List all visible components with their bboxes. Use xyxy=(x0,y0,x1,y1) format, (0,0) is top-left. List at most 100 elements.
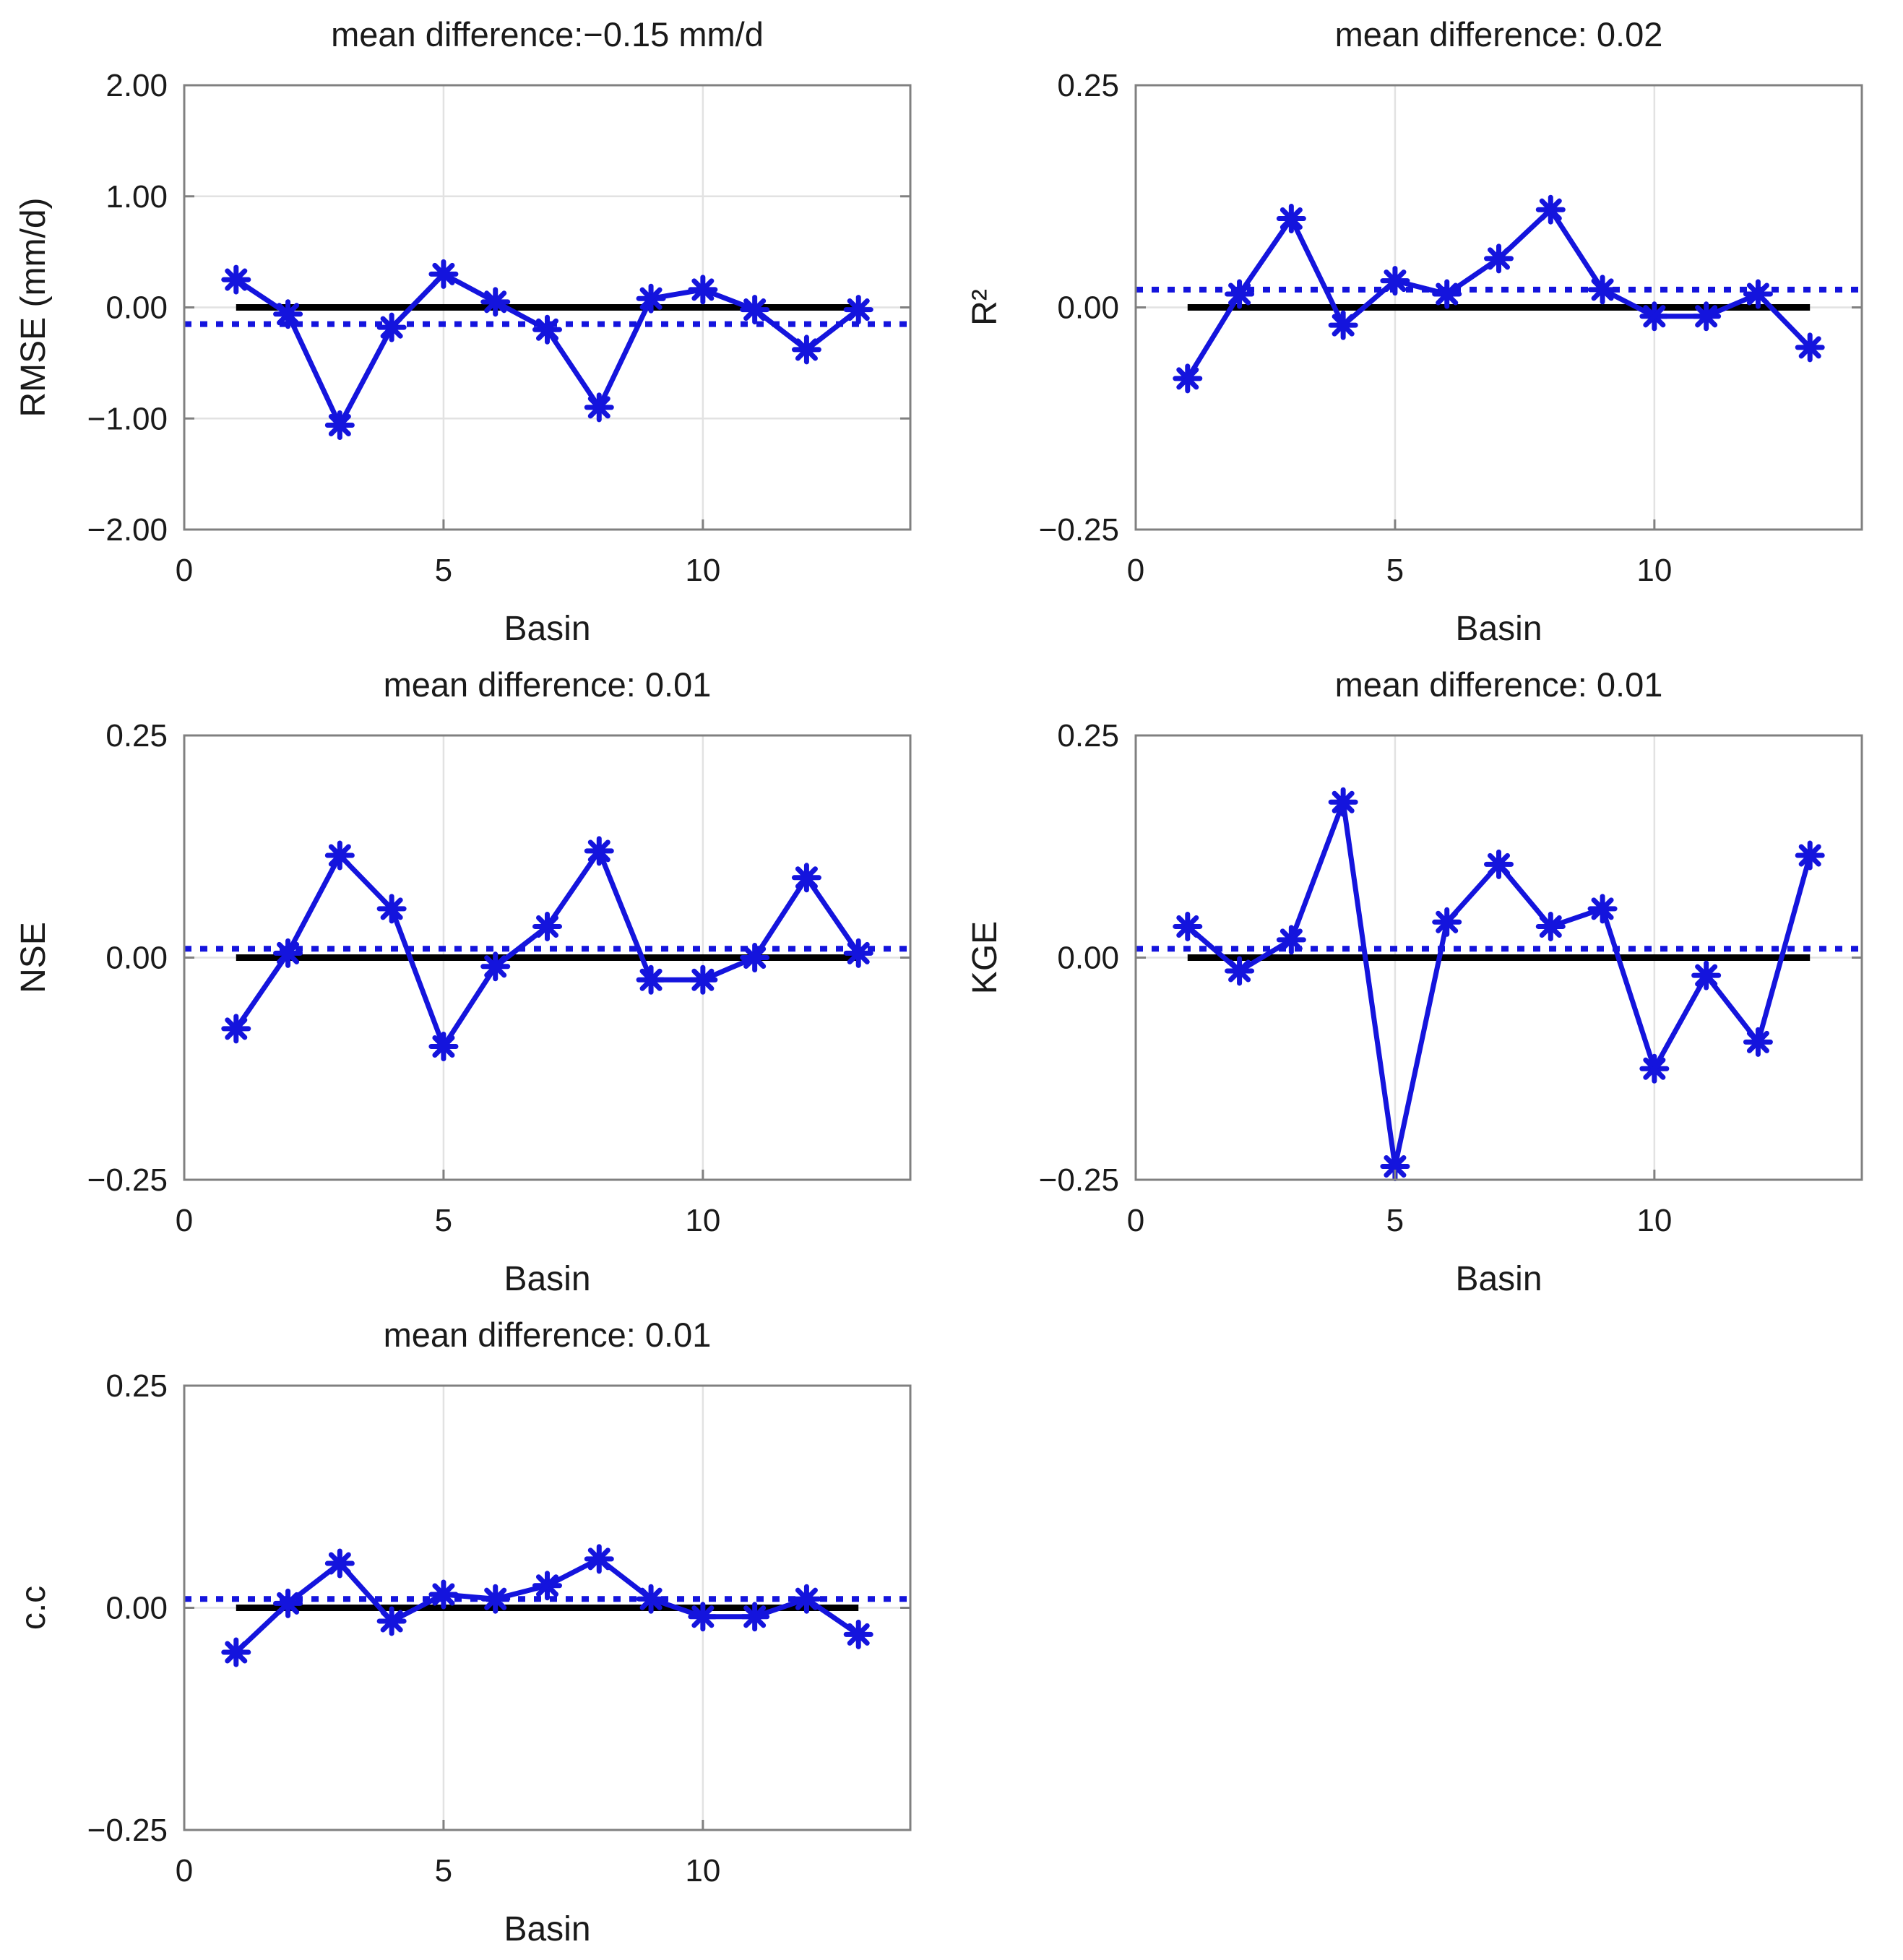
kge-difference-chart: mean difference: 0.01 0.25 0.00 −0.250 5 10 KG… xyxy=(966,665,1863,1298)
x-axis-label: Basin xyxy=(504,610,590,648)
subplot-cc-difference: mean difference: 0.01 0.25 0.00 −0.25 0 5 10 c.… xyxy=(0,1300,952,1951)
data-point-marker xyxy=(584,1544,614,1574)
data-point-marker xyxy=(740,943,770,972)
marker-spoke xyxy=(1228,959,1251,983)
x-tick-label: 0 xyxy=(176,553,193,588)
x-axis-label: Basin xyxy=(504,1910,590,1948)
chart-title: mean difference:−0.15 mm/d xyxy=(331,15,764,53)
x-tick-label: 10 xyxy=(685,1203,720,1238)
y-tick-label: 0.00 xyxy=(105,1591,168,1626)
marker-spoke xyxy=(691,968,715,991)
marker-spoke xyxy=(1176,915,1199,938)
marker-spoke xyxy=(1280,207,1303,230)
chart-title: mean difference: 0.01 xyxy=(384,1316,712,1354)
marker-spoke xyxy=(432,1583,455,1606)
data-point-marker xyxy=(1484,243,1514,274)
marker-spoke xyxy=(1384,1155,1407,1178)
marker-spoke xyxy=(795,338,818,361)
rmse-difference-chart: mean difference:−0.15 mm/d 2.00 1.00 0.00 −1… xyxy=(14,15,912,648)
marker-spoke xyxy=(225,1017,248,1040)
x-tick-label: 5 xyxy=(435,1853,452,1888)
data-point-marker xyxy=(1535,194,1566,225)
x-tick-label: 0 xyxy=(176,1853,193,1888)
data-point-marker xyxy=(1795,840,1825,871)
y-tick-label: −0.25 xyxy=(1039,1162,1119,1198)
marker-spoke xyxy=(691,1605,715,1628)
y-tick-label: −0.25 xyxy=(87,1813,168,1848)
y-tick-label: −1.00 xyxy=(87,401,168,436)
x-tick-label: 5 xyxy=(435,1203,452,1238)
data-point-marker xyxy=(791,1584,821,1614)
subplot-kge-difference: mean difference: 0.01 0.25 0.00 −0.25 0 5 10 KG… xyxy=(952,650,1903,1300)
marker-spoke xyxy=(1436,282,1459,306)
data-point-marker xyxy=(1795,332,1825,363)
marker-spoke xyxy=(1332,314,1355,337)
marker-spoke xyxy=(639,968,663,991)
marker-spoke xyxy=(380,897,403,920)
data-point-marker xyxy=(843,295,873,325)
marker-spoke xyxy=(1643,1057,1666,1080)
x-axis-label: Basin xyxy=(1455,610,1542,648)
data-point-marker xyxy=(584,392,614,423)
marker-spoke xyxy=(535,318,559,341)
cc-difference-chart: mean difference: 0.01 0.25 0.00 −0.250 5 10 c.… xyxy=(14,1316,912,1948)
marker-spoke xyxy=(1643,305,1666,328)
blank-area xyxy=(952,1300,1903,1960)
marker-spoke xyxy=(587,1547,610,1571)
data-point-marker xyxy=(1432,907,1462,937)
data-point-marker xyxy=(532,314,562,345)
data-point-marker xyxy=(273,299,303,329)
data-point-marker xyxy=(480,951,511,982)
marker-spoke xyxy=(1384,269,1407,293)
y-tick-label: 0.25 xyxy=(1057,68,1119,103)
data-point-marker xyxy=(221,1014,251,1044)
data-point-marker xyxy=(1173,363,1203,394)
marker-spoke xyxy=(743,1605,767,1628)
y-tick-label: −2.00 xyxy=(87,512,168,548)
data-point-marker xyxy=(636,964,666,995)
marker-spoke xyxy=(1746,1030,1769,1053)
data-point-marker xyxy=(428,1032,459,1061)
y-tick-label: 0.25 xyxy=(105,718,168,754)
marker-spoke xyxy=(277,1592,300,1615)
data-point-marker xyxy=(221,1637,251,1667)
marker-spoke xyxy=(225,1641,248,1664)
data-point-marker xyxy=(376,312,407,342)
marker-spoke xyxy=(1695,305,1718,328)
marker-spoke xyxy=(380,1610,403,1633)
marker-spoke xyxy=(847,298,870,321)
data-point-marker xyxy=(428,259,459,289)
marker-spoke xyxy=(484,1587,507,1610)
marker-spoke xyxy=(535,915,559,938)
y-tick-label: 2.00 xyxy=(105,68,168,103)
y-axis-label: NSE xyxy=(14,922,53,993)
marker-spoke xyxy=(1746,282,1769,306)
y-tick-label: 0.00 xyxy=(1057,290,1119,326)
x-tick-label: 10 xyxy=(685,553,720,588)
data-point-marker xyxy=(584,836,614,866)
marker-spoke xyxy=(1176,367,1199,390)
data-point-marker xyxy=(324,410,355,440)
marker-spoke xyxy=(639,1587,663,1610)
y-axis-label: R² xyxy=(966,289,1004,326)
y-axis-label: KGE xyxy=(966,921,1004,994)
data-point-marker xyxy=(221,264,251,295)
data-point-marker xyxy=(688,964,718,995)
y-tick-label: 0.25 xyxy=(1057,718,1119,754)
data-point-marker xyxy=(1484,849,1514,879)
data-point-marker xyxy=(688,275,718,305)
marker-spoke xyxy=(277,941,300,964)
marker-spoke xyxy=(743,946,767,970)
data-point-marker xyxy=(1328,310,1358,340)
marker-spoke xyxy=(795,866,818,889)
data-point-marker xyxy=(1380,266,1410,296)
series-line xyxy=(1185,207,1812,380)
marker-spoke xyxy=(328,413,351,436)
x-axis-label: Basin xyxy=(1455,1260,1542,1298)
marker-spoke xyxy=(1591,278,1614,301)
data-point-marker xyxy=(376,1606,407,1636)
marker-spoke xyxy=(328,1552,351,1575)
marker-spoke xyxy=(484,290,507,314)
data-point-marker xyxy=(1743,279,1773,309)
